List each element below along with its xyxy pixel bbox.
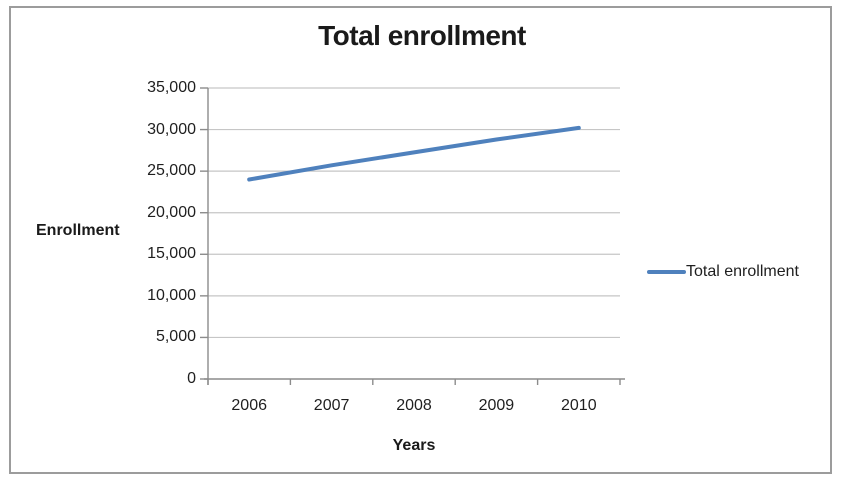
y-tick-label: 30,000 <box>147 120 196 138</box>
x-tick-label: 2007 <box>313 397 350 414</box>
y-axis-title: Enrollment <box>36 222 120 239</box>
y-tick-label: 35,000 <box>147 79 196 96</box>
y-tick-label: 20,000 <box>147 203 196 221</box>
series-line-total-enrollment <box>247 125 581 182</box>
y-tick-label: 25,000 <box>147 162 196 180</box>
x-tick-label: 2006 <box>231 397 267 414</box>
legend: Total enrollment <box>647 263 799 281</box>
x-tick-label: 2009 <box>478 397 515 414</box>
y-tick-label: 5,000 <box>155 328 196 346</box>
x-tick-label: 2008 <box>396 397 432 414</box>
chart-border <box>9 6 832 474</box>
x-tick-label: 2010 <box>561 397 597 414</box>
legend-label: Total enrollment <box>686 263 799 280</box>
chart-title: Total enrollment <box>318 20 526 51</box>
y-tick-label: 15,000 <box>147 245 196 263</box>
y-tick-label: 10,000 <box>147 286 196 304</box>
x-axis-title: Years <box>392 437 436 454</box>
legend-line-swatch <box>647 270 686 274</box>
y-tick-label: 0 <box>187 370 196 387</box>
